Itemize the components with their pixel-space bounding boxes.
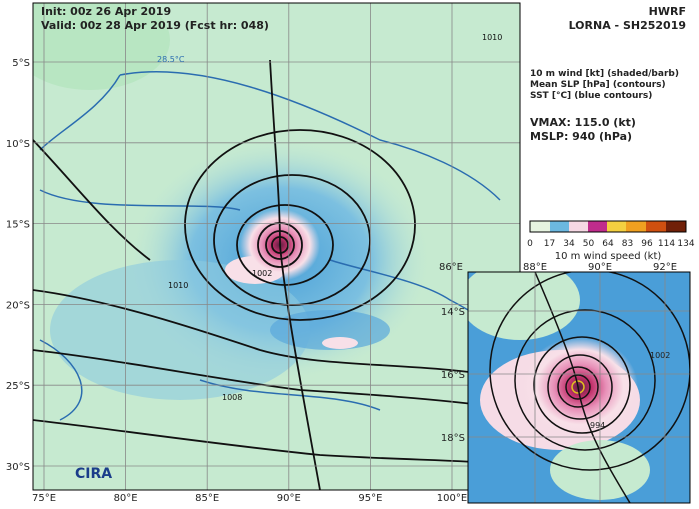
lat-label: 30°S [6, 462, 30, 473]
valid-time: Valid: 00z 28 Apr 2019 (Fcst hr: 048) [41, 19, 269, 32]
colorbar-tick: 83 [622, 239, 633, 249]
inset-map [468, 272, 690, 503]
model: HWRF [649, 5, 686, 18]
lat-label: 20°S [6, 300, 30, 311]
contour-label: 1010 [482, 33, 502, 42]
lat-label: 15°S [6, 220, 30, 231]
contour-label: 28.5°C [157, 55, 185, 64]
lat-label: 10°S [6, 139, 30, 150]
inset-lat-label: 18°S [441, 433, 465, 444]
logo: CIRA [75, 466, 112, 482]
colorbar [529, 220, 687, 233]
colorbar-tick: 0 [527, 239, 533, 249]
init-time: Init: 00z 26 Apr 2019 [41, 5, 171, 18]
colorbar-tick: 96 [641, 239, 653, 249]
lon-label: 85°E [195, 493, 219, 504]
colorbar-tick: 134 [677, 239, 694, 249]
colorbar-tick: 17 [544, 239, 555, 249]
vmax: VMAX: 115.0 (kt) [530, 116, 636, 129]
inset-lon-label: 92°E [653, 262, 677, 273]
storm: LORNA - SH252019 [569, 19, 686, 32]
lat-label: 5°S [12, 58, 30, 69]
contour-label: 1010 [168, 281, 188, 290]
colorbar-label: 10 m wind speed (kt) [555, 251, 662, 262]
lon-label: 90°E [277, 493, 301, 504]
lon-label: 75°E [32, 493, 56, 504]
inset-edge-lon-label: 86°E [439, 262, 463, 273]
lon-label: 80°E [114, 493, 138, 504]
inset-lat-label: 14°S [441, 307, 465, 318]
colorbar-tick: 114 [658, 239, 675, 249]
lat-label: 25°S [6, 381, 30, 392]
inset-frame [467, 271, 691, 504]
contour-label: 1008 [222, 393, 242, 402]
colorbar-tick: 34 [563, 239, 575, 249]
legend-line: 10 m wind [kt] (shaded/barb) [530, 69, 679, 79]
colorbar-tick: 50 [583, 239, 595, 249]
inset-contour-label: 1002 [650, 351, 670, 360]
main-frame [32, 2, 521, 491]
contour-label: 1002 [252, 269, 272, 278]
colorbar-tick: 64 [602, 239, 614, 249]
inset-lat-label: 16°S [441, 370, 465, 381]
mslp: MSLP: 940 (hPa) [530, 130, 632, 143]
inset-lon-label: 88°E [523, 262, 547, 273]
main-map [33, 3, 520, 490]
inset-contour-label: 994 [590, 421, 605, 430]
inset-lon-label: 90°E [588, 262, 612, 273]
legend-line: Mean SLP [hPa] (contours) [530, 80, 666, 90]
lon-label: 95°E [358, 493, 382, 504]
lon-label: 100°E [437, 493, 467, 504]
legend-line: SST [°C] (blue contours) [530, 91, 652, 101]
